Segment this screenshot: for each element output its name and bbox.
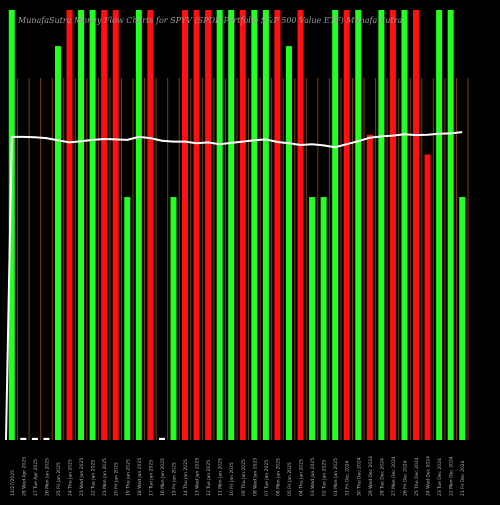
x-tick-label: 05 Fri Jan 2025 [287,462,293,496]
volume-bar [54,46,61,441]
x-tick-label: 19 Thu Jan 2025 [125,459,131,496]
x-tick-label: 12 Tue Jan 2025 [206,460,212,496]
x-tick-label: 17 Tue Jan 2025 [148,460,154,496]
x-tick-label: 29 Wed Dec 2024 [368,456,374,496]
x-tick-label: 04 Thu Jan 2025 [299,459,305,496]
volume-bar [112,10,119,440]
x-tick-label: 15 Fri Jan 2025 [171,462,177,496]
volume-bar [135,10,142,440]
bars [8,10,466,441]
volume-bar [239,10,246,440]
volume-bar [31,437,38,440]
volume-bar [343,10,350,440]
volume-bar [158,437,165,440]
volume-bar [355,10,362,440]
x-tick-label: 02 Tue Jan 2025 [322,460,328,496]
x-tick-label: 06 Mon Jan 2025 [275,458,281,496]
volume-bar [447,10,454,440]
x-tick-label: 18 Wed Jan 2025 [137,458,143,496]
volume-bar [378,10,385,440]
x-tick-label: 23 Wed Jan 2025 [79,458,85,496]
volume-bar [43,437,50,440]
volume-bar [332,10,339,440]
x-tick-label: 27 Tue Apr 2025 [33,459,39,496]
x-tick-label: 26 Fri Dec 2024 [402,460,408,496]
volume-bar [147,10,154,440]
x-tick-label: 22 Mon Dec 2024 [449,456,455,496]
volume-bar [320,197,327,440]
volume-bar [101,10,108,440]
volume-bar [8,10,15,440]
volume-bar [389,10,396,440]
x-tick-label: 25 Fri Jan 2025 [56,462,62,496]
volume-bar [20,437,27,440]
chart-title: MunafaSutra Money Flow Charts for SPYV (… [18,16,403,25]
average-line [5,131,463,441]
volume-bar [459,197,466,440]
x-tick-label: 27 Mon Dec 2024 [391,456,397,496]
volume-bar [124,197,131,440]
volume-bar [413,10,420,440]
x-tick-label: 26 Mon Jan 2025 [44,458,50,496]
volume-bar [170,197,177,440]
x-tick-label: 10 Fri Jan 2025 [229,462,235,496]
x-tick-label: 23 Tue Dec 2024 [437,458,443,496]
x-tick-label: 24 Thu Jan 2025 [68,459,74,496]
x-tick-label: 08 Wed Jan 2025 [252,458,258,496]
x-tick-label: 11 Mon Jan 2025 [218,458,224,496]
volume-bar [436,10,443,440]
x-tick-label: 30 Thu Dec 2024 [356,457,362,496]
x-tick-label: 07 Tue Jan 2025 [264,460,270,496]
x-tick-label: 31 Fri Dec 2024 [345,460,351,496]
volume-bar [366,134,373,440]
x-tick-label: 21 Fri Dec 2024 [460,460,466,496]
x-tick-label: 22 Tue Jan 2025 [91,460,97,496]
x-tick-label: 16 Mon Jan 2025 [160,458,166,496]
volume-bar [274,10,281,440]
volume-bar [297,10,304,440]
x-tick-label: 25 Thu Dec 2024 [414,457,420,496]
x-tick-label: 03 Wed Jan 2025 [310,458,316,496]
volume-bar [66,10,73,440]
volume-bar [251,10,258,440]
volume-bar [205,10,212,440]
x-tick-label: 11/27/2025 [10,470,16,496]
volume-bar [285,46,292,441]
x-tick-label: 28 Wed Apr 2025 [21,457,27,496]
volume-bar [216,10,223,440]
x-tick-label: 14 Thu Jan 2025 [183,459,189,496]
volume-bar [182,10,189,440]
x-tick-label: 13 Wed Jan 2025 [195,458,201,496]
volume-bar [89,10,96,440]
volume-bar [424,154,431,441]
volume-bar [401,10,408,440]
x-axis-labels: 11/27/2025 28 Wed Apr 2025 27 Tue Apr 2025… [10,456,466,496]
volume-bar [309,197,316,440]
x-tick-label: 28 Tue Dec 2024 [379,458,385,496]
x-tick-label: 20 Fri Jan 2025 [114,462,120,496]
x-tick-label: 01 Mon Jan 2025 [333,458,339,496]
x-tick-label: 24 Wed Dec 2024 [426,456,432,496]
x-tick-label: 09 Thu Jan 2025 [241,459,247,496]
volume-bar [228,10,235,440]
volume-bar [262,10,269,440]
volume-bar [78,10,85,440]
volume-bar [193,10,200,440]
x-tick-label: 21 Mon Jan 2025 [102,458,108,496]
